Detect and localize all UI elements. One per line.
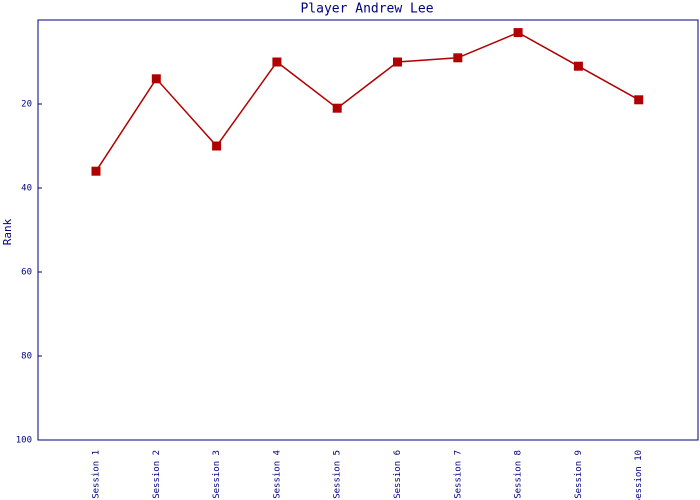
- marker: [513, 28, 523, 38]
- x-tick-label: Session 5: [333, 450, 343, 499]
- marker: [634, 95, 644, 105]
- x-tick-label: Session 10: [634, 450, 644, 500]
- x-tick-label: Session 6: [393, 450, 403, 499]
- marker: [151, 74, 161, 84]
- x-tick-label: Session 1: [92, 450, 102, 499]
- plot-frame: [37, 19, 699, 441]
- marker: [212, 141, 222, 151]
- marker: [393, 57, 402, 67]
- marker: [332, 103, 342, 113]
- x-tick-label: Session 8: [514, 450, 524, 499]
- x-tick-label: Session 2: [152, 450, 162, 499]
- chart-title: Player Andrew Lee: [300, 2, 433, 17]
- marker: [573, 61, 583, 71]
- y-tick-label: 100: [16, 436, 32, 446]
- marker: [453, 53, 463, 63]
- y-tick-label: 60: [21, 268, 32, 278]
- line: [95, 31, 640, 172]
- x-tick-label: Session 3: [212, 450, 222, 499]
- y-tick-label: 80: [21, 352, 32, 362]
- x-tick-label: Session 7: [453, 450, 463, 499]
- x-tick-label: Session 4: [272, 450, 282, 499]
- y-tick-label: 40: [21, 184, 32, 194]
- marker: [91, 166, 101, 176]
- x-tick-label: Session 9: [574, 450, 584, 499]
- y-tick-label: 20: [21, 100, 32, 110]
- marker: [272, 57, 282, 67]
- y-axis-label: Rank: [1, 218, 14, 245]
